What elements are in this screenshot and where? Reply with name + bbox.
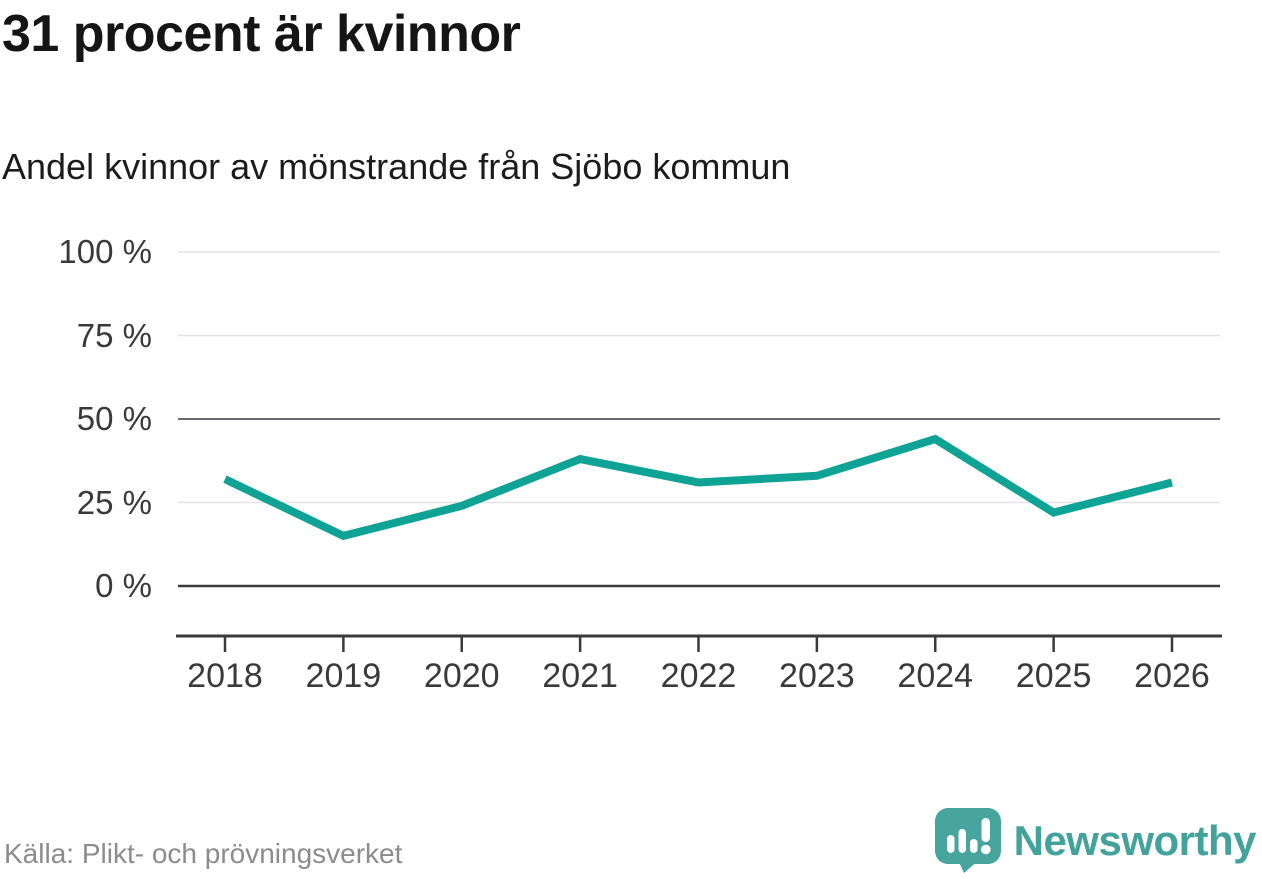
x-tick-label: 2025 [1015, 657, 1092, 695]
y-tick-label: 25 % [76, 483, 152, 521]
x-tick-label: 2026 [1134, 657, 1210, 695]
chart-subtitle: Andel kvinnor av mönstrande från Sjöbo k… [2, 146, 791, 187]
chart-title: 31 procent är kvinnor [2, 5, 521, 63]
newsworthy-logo: Newsworthy [934, 808, 1257, 874]
y-tick-label: 100 % [58, 233, 152, 270]
x-tick-label: 2022 [660, 657, 737, 695]
source-note: Källa: Plikt- och prövningsverket [4, 838, 403, 869]
newsworthy-logo-text: Newsworthy [1013, 817, 1257, 864]
x-tick-label: 2020 [423, 657, 500, 695]
y-tick-label: 50 % [76, 400, 152, 437]
x-tick-label: 2021 [542, 657, 618, 695]
data-line [223, 434, 1173, 541]
y-tick-label: 75 % [76, 316, 152, 354]
x-tick-label: 2019 [305, 657, 382, 695]
newsworthy-logo-icon [934, 808, 1001, 873]
x-tick-label: 2023 [779, 657, 855, 695]
y-tick-label: 0 % [95, 567, 152, 604]
x-tick-label: 2018 [187, 657, 263, 695]
x-tick-label: 2024 [897, 657, 974, 695]
